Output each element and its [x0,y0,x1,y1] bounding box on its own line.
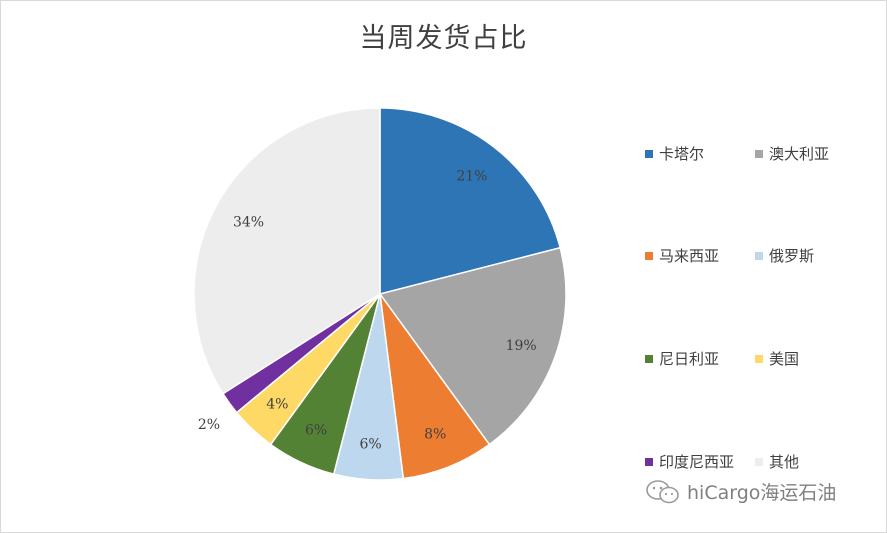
pie-slice-0 [379,107,562,295]
slice-label-1: 19% [506,338,537,354]
wechat-icon [646,479,679,503]
slice-label-7: 34% [233,215,264,231]
slice-label-2: 8% [424,426,446,442]
watermark-text: hiCargo海运石油 [687,482,837,504]
slice-label-3: 6% [359,437,381,453]
pie-slice-7 [193,107,381,395]
slice-label-5: 4% [266,396,288,412]
pie-slice-2 [379,293,491,480]
slice-label-4: 6% [305,423,327,439]
slice-label-0: 21% [456,168,487,184]
slice-label-6: 2% [198,417,220,433]
pie-slice-1 [378,246,567,446]
watermark: hiCargo海运石油 [645,478,836,505]
chart-title: 当周发货占比 [359,23,528,54]
